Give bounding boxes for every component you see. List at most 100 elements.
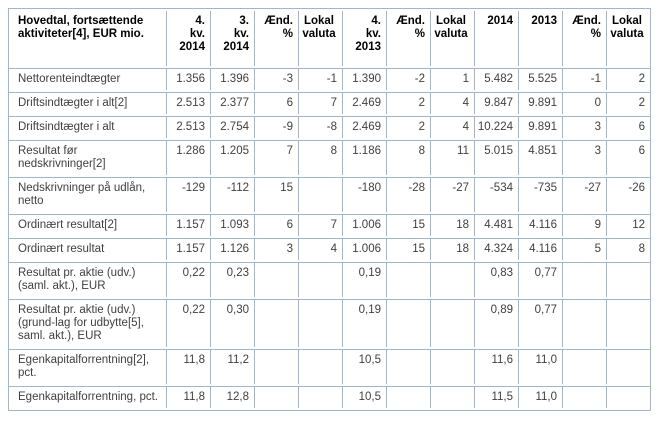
table-row: Driftsindtægter i alt[2] 2.513 2.377 6 7 2.46…	[9, 92, 650, 114]
value-cell: 4.116	[518, 238, 562, 260]
table-row: Egenkapitalforrentning[2], pct. 11,8 11,2 1…	[9, 349, 650, 384]
column-header: Ænd. %	[254, 11, 298, 66]
value-cell	[606, 299, 650, 347]
column-header: Lokal valuta	[606, 11, 650, 66]
value-cell: 11	[430, 140, 474, 175]
value-cell: 6	[606, 140, 650, 175]
value-cell: 2.513	[166, 116, 210, 138]
value-cell	[562, 349, 606, 384]
value-cell	[562, 386, 606, 408]
value-cell: 6	[254, 92, 298, 114]
value-cell: -27	[562, 177, 606, 212]
value-cell: 5.525	[518, 68, 562, 90]
row-label: Driftsindtægter i alt	[9, 116, 166, 138]
value-cell: 0,22	[166, 262, 210, 297]
value-cell: -1	[562, 68, 606, 90]
table-row: Nettorenteindtægter 1.356 1.396 -3 -1 1.390 -2…	[9, 68, 650, 90]
value-cell: 4	[430, 116, 474, 138]
value-cell: -9	[254, 116, 298, 138]
value-cell	[298, 177, 342, 212]
value-cell	[254, 349, 298, 384]
value-cell: 0,22	[166, 299, 210, 347]
value-cell	[298, 262, 342, 297]
value-cell: 4.851	[518, 140, 562, 175]
table-row: Nedskrivninger på udlån, netto -129 -112 15…	[9, 177, 650, 212]
value-cell: -3	[254, 68, 298, 90]
column-header: 2014	[474, 11, 518, 66]
value-cell: 2.513	[166, 92, 210, 114]
value-cell: -26	[606, 177, 650, 212]
value-cell	[298, 349, 342, 384]
value-cell: -1	[298, 68, 342, 90]
value-cell: 1.093	[210, 214, 254, 236]
value-cell: 5.015	[474, 140, 518, 175]
value-cell: 0,19	[342, 262, 386, 297]
column-header: Lokal valuta	[298, 11, 342, 66]
column-header: Ænd. %	[386, 11, 430, 66]
value-cell: 1.390	[342, 68, 386, 90]
value-cell: 4	[298, 238, 342, 260]
column-header: Lokal valuta	[430, 11, 474, 66]
value-cell	[386, 299, 430, 347]
value-cell	[430, 386, 474, 408]
value-cell: 12,8	[210, 386, 254, 408]
value-cell	[386, 349, 430, 384]
row-label: Egenkapitalforrentning[2], pct.	[9, 349, 166, 384]
value-cell: 7	[254, 140, 298, 175]
row-label: Ordinært resultat	[9, 238, 166, 260]
value-cell: 12	[606, 214, 650, 236]
row-label: Ordinært resultat[2]	[9, 214, 166, 236]
value-cell: 2	[386, 116, 430, 138]
value-cell	[386, 262, 430, 297]
value-cell	[386, 386, 430, 408]
value-cell: 10,5	[342, 386, 386, 408]
value-cell: 0,19	[342, 299, 386, 347]
value-cell: -8	[298, 116, 342, 138]
value-cell: 0,30	[210, 299, 254, 347]
table-row: Resultat pr. aktie (udv.) (grund-lag for…	[9, 299, 650, 347]
value-cell: -735	[518, 177, 562, 212]
value-cell: 10,5	[342, 349, 386, 384]
value-cell	[606, 262, 650, 297]
value-cell: 1.006	[342, 238, 386, 260]
row-label: Nedskrivninger på udlån, netto	[9, 177, 166, 212]
value-cell: 1.356	[166, 68, 210, 90]
value-cell: 6	[254, 214, 298, 236]
value-cell: 1.006	[342, 214, 386, 236]
value-cell: 2.469	[342, 92, 386, 114]
table-row: Driftsindtægter i alt 2.513 2.754 -9 -8 2.469…	[9, 116, 650, 138]
corner-header: Hovedtal, fortsættende aktiviteter[4], E…	[18, 15, 144, 40]
value-cell	[562, 262, 606, 297]
row-label: Resultat pr. aktie (udv.) (grund-lag for…	[9, 299, 166, 347]
value-cell: 15	[254, 177, 298, 212]
value-cell: -534	[474, 177, 518, 212]
value-cell: -28	[386, 177, 430, 212]
header-row: Hovedtal, fortsættende aktiviteter[4], E…	[9, 11, 650, 66]
value-cell: 7	[298, 92, 342, 114]
row-label: Nettorenteindtægter	[9, 68, 166, 90]
table-row: Resultat før nedskrivninger[2] 1.286 1.205…	[9, 140, 650, 175]
value-cell: 5	[562, 238, 606, 260]
value-cell: 0,77	[518, 299, 562, 347]
value-cell: 0,83	[474, 262, 518, 297]
value-cell: 9.847	[474, 92, 518, 114]
value-cell: 4.481	[474, 214, 518, 236]
value-cell: 1.286	[166, 140, 210, 175]
value-cell: 1.396	[210, 68, 254, 90]
value-cell: 11,6	[474, 349, 518, 384]
value-cell: 8	[386, 140, 430, 175]
value-cell: 10.224	[474, 116, 518, 138]
value-cell: 1.126	[210, 238, 254, 260]
value-cell: 8	[606, 238, 650, 260]
value-cell: 2.469	[342, 116, 386, 138]
value-cell: 15	[386, 238, 430, 260]
value-cell: 0,89	[474, 299, 518, 347]
value-cell	[254, 386, 298, 408]
value-cell: 3	[562, 140, 606, 175]
value-cell: 11,2	[210, 349, 254, 384]
value-cell	[430, 262, 474, 297]
value-cell: 9.891	[518, 92, 562, 114]
value-cell: -2	[386, 68, 430, 90]
value-cell: 3	[562, 116, 606, 138]
value-cell: 15	[386, 214, 430, 236]
